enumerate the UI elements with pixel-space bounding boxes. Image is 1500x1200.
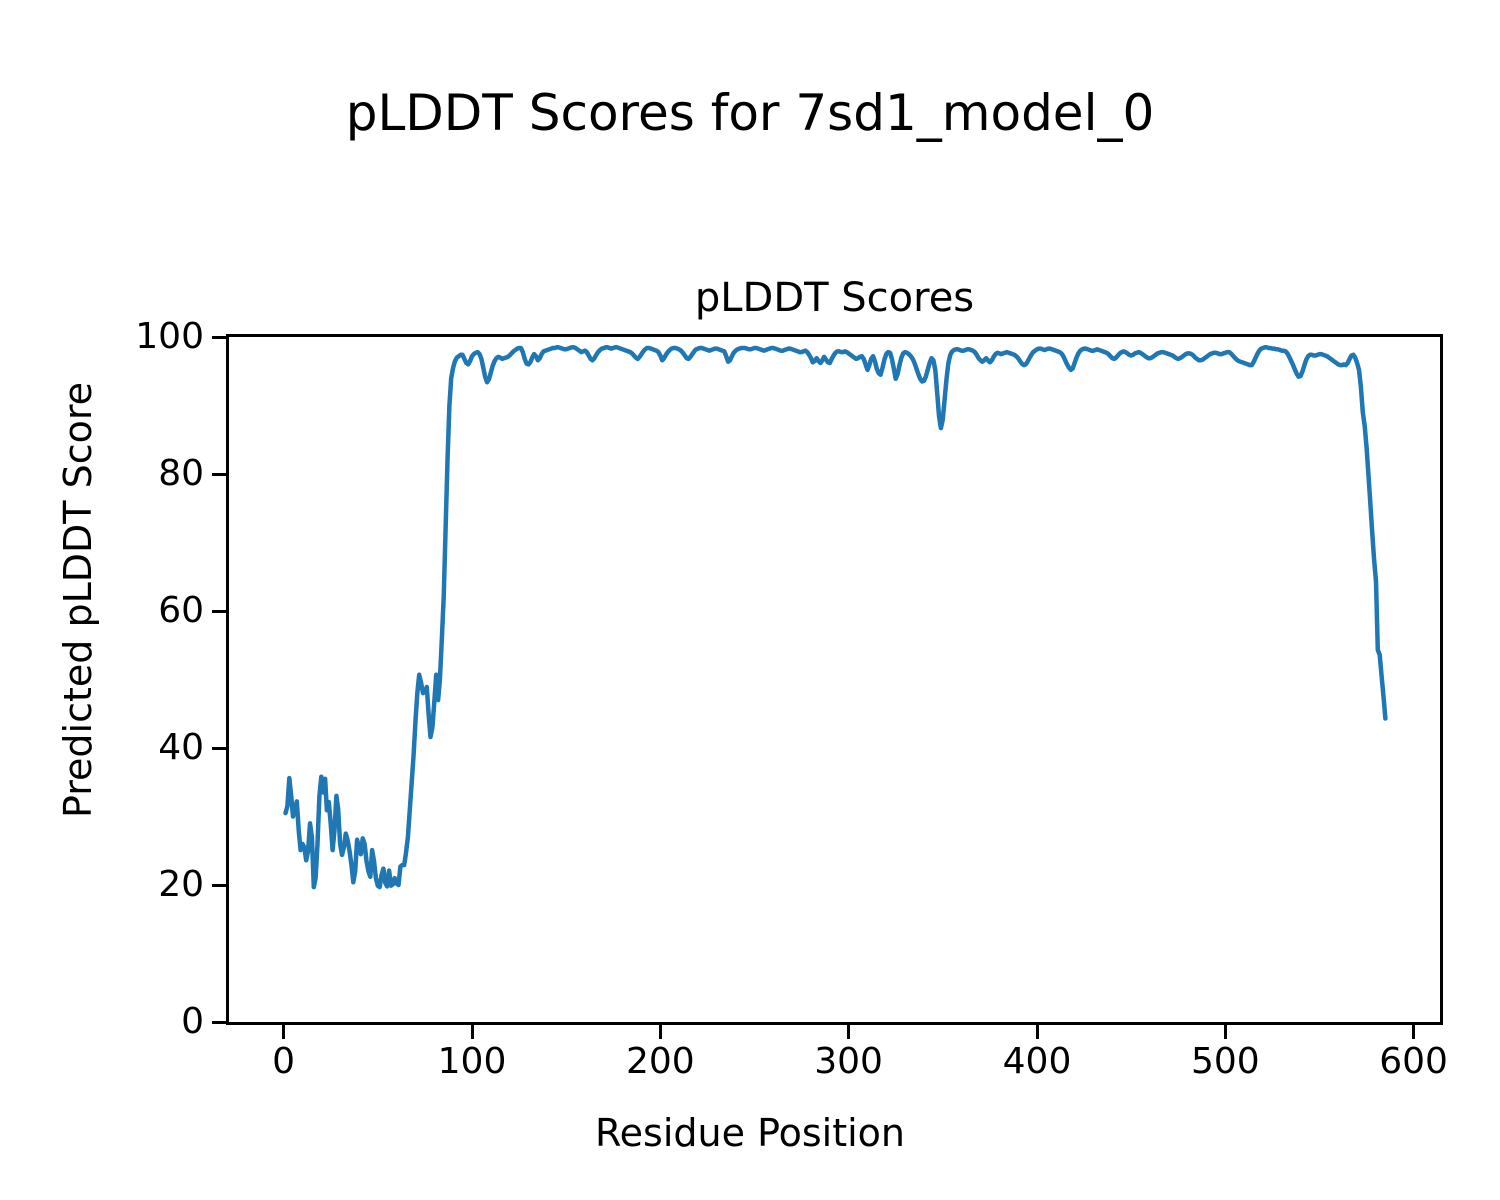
- y-tick-label-20: 20: [158, 864, 204, 905]
- x-tick-mark-300: [847, 1025, 851, 1039]
- y-tick-mark-80: [212, 472, 226, 476]
- y-tick-label-100: 100: [135, 316, 204, 357]
- y-tick-mark-0: [212, 1020, 226, 1024]
- x-tick-mark-500: [1223, 1025, 1227, 1039]
- x-tick-label-300: 300: [814, 1041, 883, 1082]
- x-tick-label-400: 400: [1002, 1041, 1072, 1082]
- axes-title: pLDDT Scores: [694, 275, 975, 321]
- x-axis-label: Residue Position: [594, 1111, 906, 1155]
- y-tick-mark-20: [212, 883, 226, 887]
- y-axis-label: Predicted pLDDT Score: [56, 382, 100, 818]
- x-tick-mark-0: [282, 1025, 286, 1039]
- x-tick-mark-400: [1035, 1025, 1039, 1039]
- plot-area: [283, 345, 1388, 890]
- y-tick-label-80: 80: [158, 453, 204, 494]
- x-tick-label-200: 200: [625, 1041, 695, 1082]
- plddt-line: [283, 345, 1388, 890]
- y-tick-label-40: 40: [158, 727, 204, 768]
- x-tick-label-100: 100: [437, 1041, 507, 1082]
- axes: [226, 334, 1443, 1025]
- x-tick-mark-100: [470, 1025, 474, 1039]
- figure-title: pLDDT Scores for 7sd1_model_0: [345, 84, 1155, 142]
- y-tick-label-0: 0: [181, 1001, 204, 1042]
- y-tick-mark-100: [212, 335, 226, 339]
- x-tick-label-500: 500: [1190, 1041, 1260, 1082]
- y-tick-mark-40: [212, 746, 226, 750]
- x-tick-mark-600: [1412, 1025, 1416, 1039]
- x-tick-label-0: 0: [272, 1041, 296, 1082]
- y-tick-mark-60: [212, 609, 226, 613]
- y-tick-label-60: 60: [158, 590, 204, 631]
- x-tick-label-600: 600: [1379, 1041, 1448, 1082]
- x-tick-mark-200: [658, 1025, 662, 1039]
